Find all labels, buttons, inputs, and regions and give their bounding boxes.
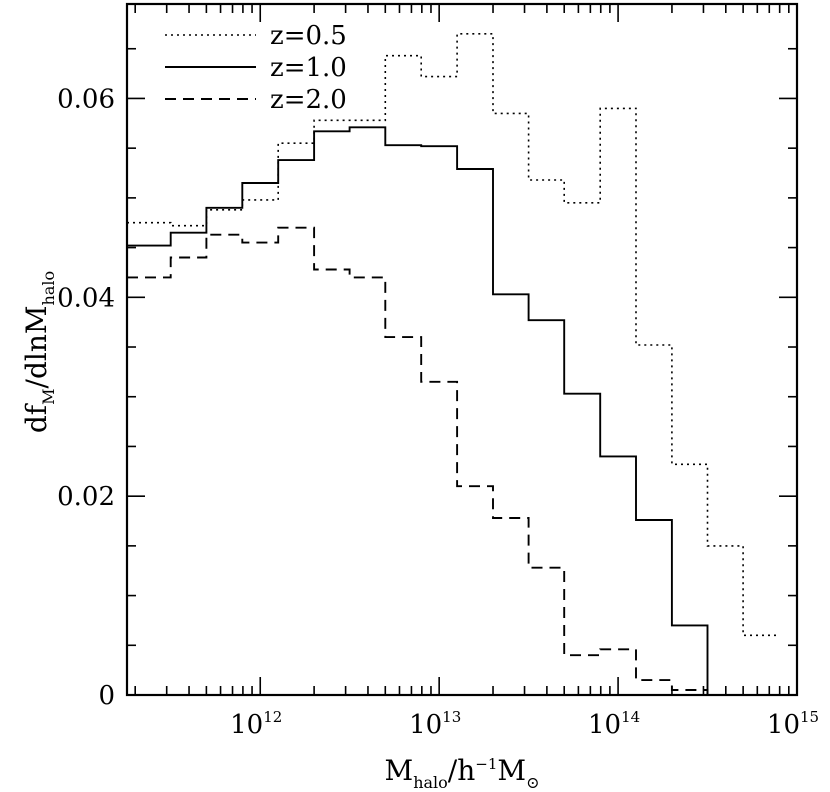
legend-label: z=1.0 <box>270 53 347 83</box>
series-line-z-1-0 <box>127 126 780 696</box>
plot-border <box>125 2 799 697</box>
y-tick-label: 0.02 <box>57 482 115 512</box>
x-tick-label: 1012 <box>230 708 282 740</box>
y-axis-label: dfM/dlnMhalo <box>20 271 58 433</box>
legend-label: z=0.5 <box>270 21 347 51</box>
series-layer <box>127 33 780 696</box>
axis-labels: Mhalo/h−1M⊙ dfM/dlnMhalo <box>20 271 539 792</box>
ticks-layer: 1012 1013 1014 1015 0 0.02 0.04 0.06 <box>57 4 819 740</box>
legend: z=0.5z=1.0z=2.0 <box>165 21 347 115</box>
x-tick-label: 1014 <box>588 708 640 740</box>
y-tick-label: 0 <box>98 681 115 711</box>
series-line-z-0-5 <box>127 33 780 637</box>
y-tick-label: 0.06 <box>57 84 115 114</box>
x-axis-label: Mhalo/h−1M⊙ <box>385 754 540 792</box>
x-tick-label: 1015 <box>767 708 819 740</box>
x-tick-label: 1013 <box>409 708 461 740</box>
plot-frame <box>125 2 799 697</box>
series-line-z-2-0 <box>127 226 780 696</box>
y-tick-label: 0.04 <box>57 283 115 313</box>
legend-label: z=2.0 <box>270 85 347 115</box>
